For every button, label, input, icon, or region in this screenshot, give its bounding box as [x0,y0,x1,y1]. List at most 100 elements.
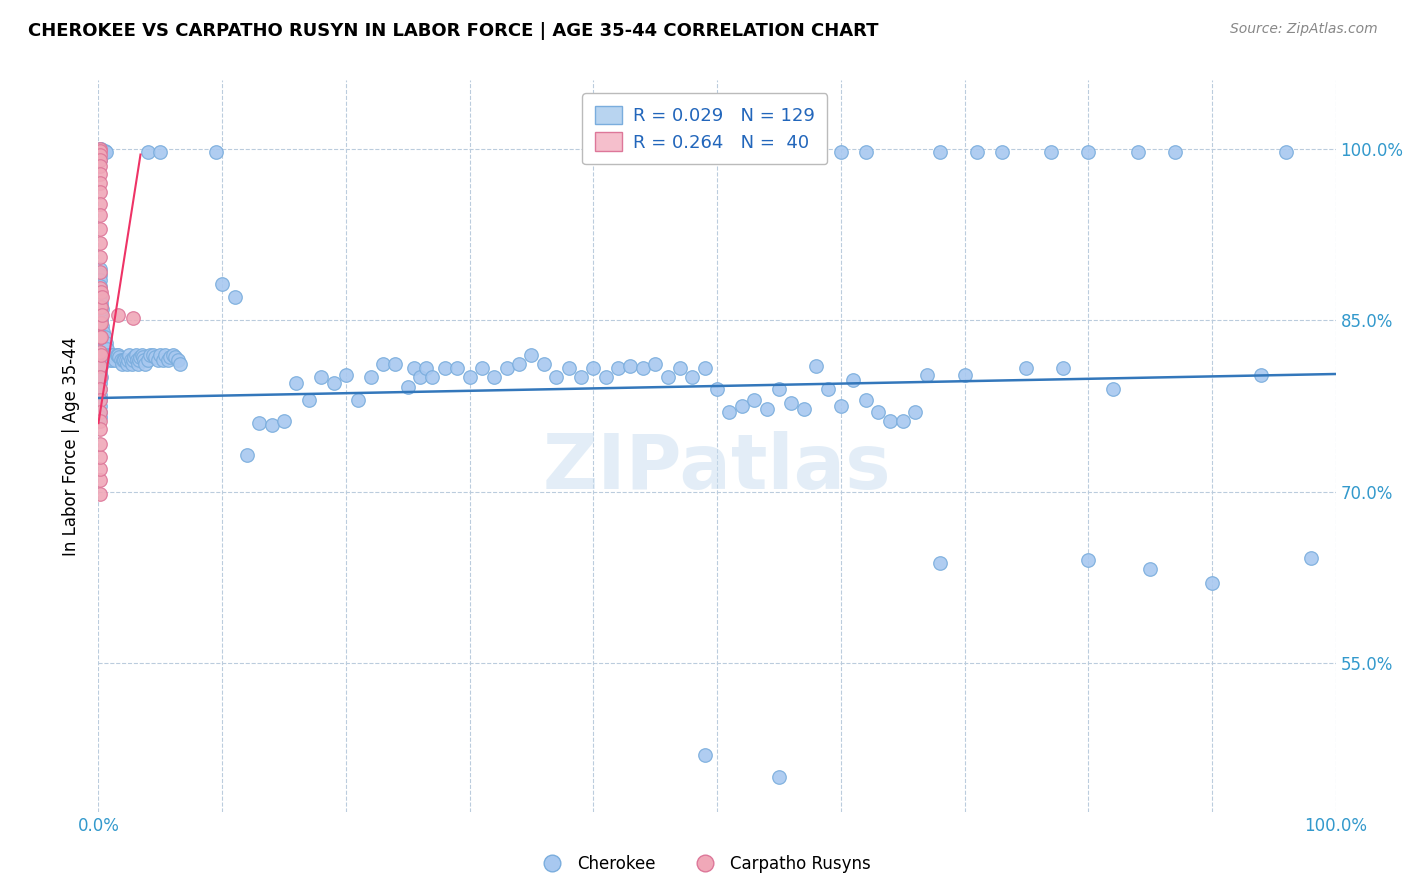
Point [91,336,114,351]
Text: ZIPatlas: ZIPatlas [543,431,891,505]
Point [89,208,111,222]
Point [1164,145,1187,160]
Point [90,313,112,327]
Point [768,771,790,785]
Point [89,251,111,265]
Point [273,414,295,428]
Point [89,176,111,190]
Point [107,308,129,322]
Point [89,301,111,316]
Point [89,153,111,168]
Point [866,405,889,419]
Point [117,353,139,368]
Point [409,370,432,384]
Point [928,556,950,570]
Point [804,359,827,373]
Point [1139,562,1161,576]
Point [1275,145,1298,160]
Point [131,348,153,362]
Point [90,348,112,362]
Point [91,318,114,333]
Point [89,142,111,156]
Point [718,405,741,419]
Point [115,357,138,371]
Point [89,279,111,293]
Point [471,361,494,376]
Point [371,357,394,371]
Point [89,376,111,391]
Point [89,399,111,413]
Point [495,361,517,376]
Point [533,357,555,371]
Point [90,296,112,310]
Point [90,285,112,299]
Point [91,308,114,322]
Point [595,370,617,384]
Point [793,402,815,417]
Point [89,462,111,476]
Point [619,359,641,373]
Point [89,152,111,166]
Point [928,145,950,160]
Point [89,318,111,333]
Point [100,348,122,362]
Point [89,261,111,276]
Point [143,350,166,364]
Point [582,361,605,376]
Point [103,348,125,362]
Point [693,361,716,376]
Point [165,350,187,364]
Point [89,281,111,295]
Point [124,348,146,362]
Point [1299,551,1322,566]
Point [89,144,111,158]
Point [91,145,114,160]
Point [89,159,111,173]
Point [260,418,283,433]
Point [134,353,156,368]
Point [89,405,111,419]
Point [90,359,112,373]
Point [89,359,111,373]
Point [681,370,703,384]
Point [136,353,159,368]
Point [742,393,765,408]
Point [89,422,111,436]
Point [128,353,150,368]
Point [1040,145,1063,160]
Point [89,405,111,419]
Point [89,382,111,396]
Point [285,376,308,391]
Point [149,348,172,362]
Point [90,316,112,330]
Point [89,308,111,322]
Point [90,142,112,156]
Point [89,325,111,339]
Text: CHEROKEE VS CARPATHO RUSYN IN LABOR FORCE | AGE 35-44 CORRELATION CHART: CHEROKEE VS CARPATHO RUSYN IN LABOR FORC… [28,22,879,40]
Point [162,348,184,362]
Point [360,370,382,384]
Point [830,399,852,413]
Point [1201,576,1223,591]
Point [205,145,228,160]
Point [98,353,121,368]
Point [89,196,111,211]
Point [817,382,839,396]
Point [990,145,1012,160]
Point [89,147,111,161]
Point [122,311,145,326]
Point [89,387,111,401]
Point [89,473,111,487]
Point [110,353,132,368]
Point [1250,368,1272,383]
Point [90,330,112,344]
Point [953,368,976,383]
Point [855,145,877,160]
Point [89,296,111,310]
Point [111,357,134,371]
Point [508,357,530,371]
Point [90,330,112,344]
Point [112,353,135,368]
Point [93,145,115,160]
Point [89,316,111,330]
